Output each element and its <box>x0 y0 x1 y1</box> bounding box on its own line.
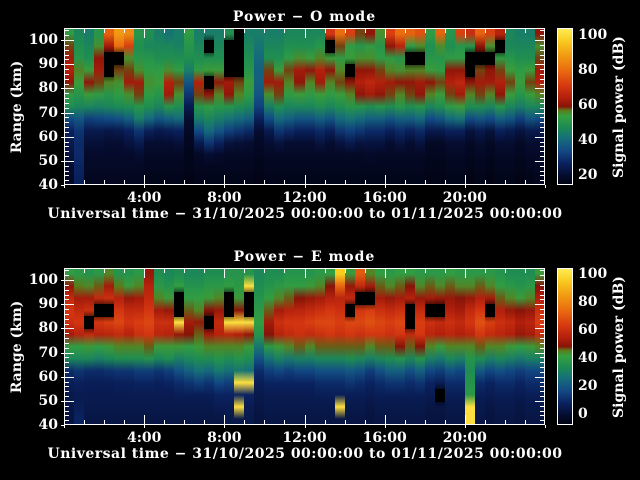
x-major-tick-stub <box>545 185 546 188</box>
colorbar-tick-label: 20 <box>578 166 598 183</box>
e-mode-heatmap <box>64 268 545 425</box>
y-tick-label: 70 <box>38 104 58 121</box>
x-major-tick-stub <box>305 185 306 188</box>
colorbar-tick-label: 40 <box>578 349 598 366</box>
y-major-tick-stub <box>61 185 64 186</box>
x-tick-label: 4:00 <box>126 430 162 446</box>
colorbar-tick-label: 0 <box>578 405 588 422</box>
y-tick-label: 50 <box>38 152 58 169</box>
x-major-tick-stub <box>224 425 225 428</box>
x-major-tick-stub <box>305 425 306 428</box>
x-major-tick-stub <box>64 185 65 188</box>
x-tick-label: 12:00 <box>282 190 327 206</box>
colorbar-tick-label: 100 <box>578 26 608 43</box>
y-tick-label: 50 <box>38 392 58 409</box>
y-major-tick-stub <box>61 40 64 41</box>
y-major-tick-stub <box>61 377 64 378</box>
y-major-tick-stub <box>61 161 64 162</box>
colorbar-tick-label: 20 <box>578 377 598 394</box>
y-major-tick-stub <box>61 353 64 354</box>
y-tick-label: 60 <box>38 128 58 145</box>
x-tick-label: 16:00 <box>362 190 407 206</box>
y-major-tick-stub <box>61 304 64 305</box>
colorbar-tick-label: 60 <box>578 321 598 338</box>
colorbar-tick-label: 80 <box>578 293 598 310</box>
y-tick-label: 60 <box>38 368 58 385</box>
x-major-tick-stub <box>385 185 386 188</box>
e-mode-x-axis-title: Universal time − 31/10/2025 00:00:00 to … <box>47 446 563 462</box>
y-major-tick-stub <box>61 88 64 89</box>
x-major-tick-stub <box>144 425 145 428</box>
e-mode-colorbar <box>557 268 573 425</box>
y-tick-label: 90 <box>38 56 58 73</box>
x-tick-label: 16:00 <box>362 430 407 446</box>
y-tick-label: 100 <box>28 32 58 49</box>
y-major-tick-stub <box>61 328 64 329</box>
o-mode-x-axis-title: Universal time − 31/10/2025 00:00:00 to … <box>47 206 563 222</box>
x-major-tick-stub <box>144 185 145 188</box>
colorbar-tick-label: 40 <box>578 131 598 148</box>
y-tick-label: 100 <box>28 272 58 289</box>
x-major-tick-stub <box>385 425 386 428</box>
y-major-tick-stub <box>61 401 64 402</box>
y-tick-label: 40 <box>38 177 58 193</box>
x-tick-label: 8:00 <box>207 190 242 206</box>
x-major-tick-stub <box>465 185 466 188</box>
panel-title-e-mode: Power − E mode <box>233 249 376 265</box>
x-major-tick-stub <box>224 185 225 188</box>
x-tick-label: 20:00 <box>442 430 487 446</box>
o-mode-colorbar <box>557 28 573 185</box>
y-tick-label: 70 <box>38 344 58 361</box>
x-tick-label: 4:00 <box>126 190 162 206</box>
y-major-tick-stub <box>61 113 64 114</box>
colorbar-tick-label: 100 <box>578 265 608 282</box>
colorbar-tick-label: 60 <box>578 96 598 113</box>
y-major-tick-stub <box>61 425 64 426</box>
x-tick-label: 8:00 <box>207 430 242 446</box>
x-major-tick-stub <box>64 425 65 428</box>
x-tick-label: 12:00 <box>282 430 327 446</box>
x-major-tick-stub <box>465 425 466 428</box>
x-tick-label: 20:00 <box>442 190 487 206</box>
colorbar-tick-label: 80 <box>578 61 598 78</box>
panel-title-o-mode: Power − O mode <box>232 9 377 25</box>
y-tick-label: 80 <box>38 320 58 337</box>
o-mode-heatmap <box>64 28 545 185</box>
y-major-tick-stub <box>61 280 64 281</box>
x-major-tick-stub <box>545 425 546 428</box>
y-major-tick-stub <box>61 64 64 65</box>
y-tick-label: 90 <box>38 296 58 313</box>
y-major-tick-stub <box>61 137 64 138</box>
y-tick-label: 40 <box>38 417 58 433</box>
y-tick-label: 80 <box>38 80 58 97</box>
